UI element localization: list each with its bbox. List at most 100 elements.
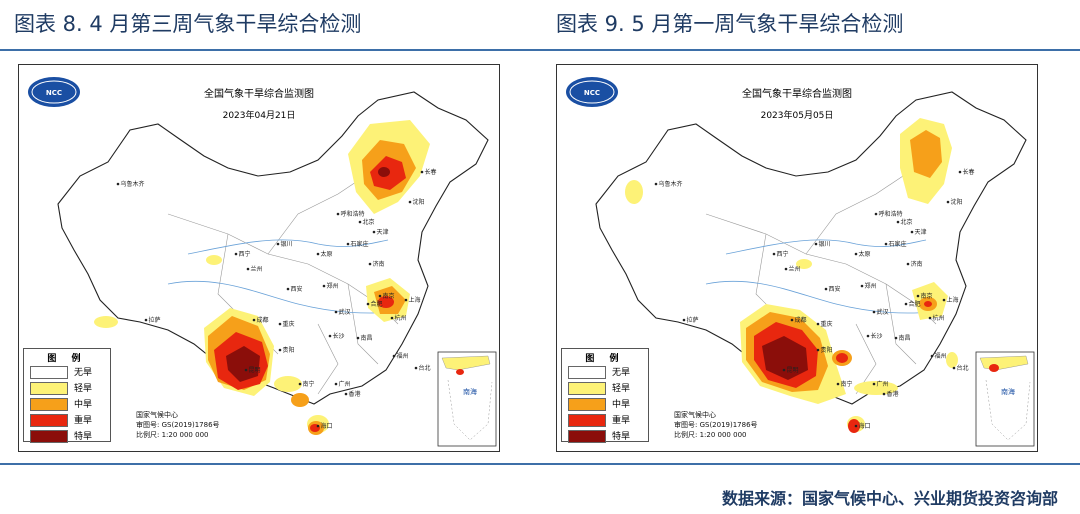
map-title: 全国气象干旱综合监测图 [204, 89, 314, 100]
city-label: 南宁 [303, 380, 315, 388]
legend-swatch [568, 398, 606, 411]
legend-rows: 无旱 轻旱 中旱 重旱 特旱 [562, 364, 648, 444]
legend-rows: 无旱轻旱中旱重旱特旱 [24, 364, 110, 444]
city-label: 郑州 [327, 282, 339, 290]
city-label: 南京 [921, 292, 933, 300]
legend-label: 重旱 [612, 416, 631, 426]
city-label: 郑州 [865, 282, 877, 290]
city-label: 广州 [339, 380, 351, 388]
top-divider [0, 49, 1080, 51]
source-note: 数据来源：国家气候中心、兴业期货投资咨询部 [721, 489, 1058, 508]
city-label: 南京 [383, 292, 395, 300]
legend-item: 重旱 [562, 412, 648, 428]
city-label: 福州 [935, 352, 947, 360]
map-credits: 国家气候中心 审图号: GS(2019)1786号 比例尺: 1:20 000 … [674, 410, 758, 440]
city-label: 台北 [957, 364, 969, 372]
drought-extreme [762, 336, 808, 380]
city-label: 西安 [291, 285, 303, 293]
city-label: 上海 [947, 296, 959, 304]
city-label: 济南 [911, 260, 923, 268]
city-label: 贵阳 [821, 346, 833, 354]
map-date: 2023年04月21日 [222, 111, 296, 121]
credit-org: 国家气候中心 [674, 411, 716, 419]
city-label: 长沙 [333, 332, 345, 340]
legend-item: 特旱 [562, 428, 648, 444]
drought-map-panel-2: NCC [556, 64, 1038, 452]
city-label: 上海 [409, 296, 421, 304]
city-label: 太原 [859, 250, 871, 258]
city-label: 石家庄 [889, 240, 907, 248]
legend-swatch [568, 366, 606, 379]
city-label: 呼和浩特 [341, 210, 365, 218]
city-label: 石家庄 [351, 240, 369, 248]
city-label: 拉萨 [687, 316, 699, 324]
city-label: 银川 [819, 240, 831, 248]
city-label: 长沙 [871, 332, 883, 340]
city-label: 西宁 [777, 250, 789, 258]
city-label: 兰州 [251, 265, 263, 273]
map-credits: 国家气候中心 审图号: GS(2019)1786号 比例尺: 1:20 000 … [136, 410, 220, 440]
ncc-logo: NCC [566, 77, 618, 107]
rivers [705, 239, 937, 314]
city-label: 拉萨 [149, 316, 161, 324]
city-label: 重庆 [821, 320, 833, 328]
legend-swatch [30, 430, 68, 443]
legend-swatch [30, 398, 68, 411]
logo-text: NCC [584, 89, 600, 97]
inset-label: 南海 [1001, 387, 1015, 396]
city-label: 台北 [419, 364, 431, 372]
city-label: 太原 [321, 250, 333, 258]
legend-title: 图 例 [585, 354, 625, 364]
city-label: 广州 [877, 380, 889, 388]
legend-item: 无旱 [562, 364, 648, 380]
city-label: 北京 [901, 218, 913, 226]
city-label: 合肥 [909, 300, 921, 308]
legend-item: 特旱 [24, 428, 110, 444]
legend-swatch [568, 430, 606, 443]
city-label: 天津 [915, 229, 927, 236]
figure-caption-1: 图表 8. 4 月第三周气象干旱综合检测 [14, 12, 362, 36]
city-label: 海口 [321, 422, 333, 430]
city-label: 武汉 [339, 308, 351, 316]
legend-label: 中旱 [74, 400, 93, 410]
city-label: 长春 [425, 168, 437, 176]
city-label: 杭州 [933, 314, 945, 322]
south-china-sea-inset: 南海 [975, 351, 1035, 447]
legend-swatch [568, 414, 606, 427]
city-label: 南昌 [361, 334, 373, 342]
inset-label: 南海 [463, 387, 477, 396]
credit-scale: 比例尺: 1:20 000 000 [674, 431, 747, 439]
city-label: 西安 [829, 285, 841, 293]
city-label: 乌鲁木齐 [121, 180, 145, 188]
legend-label: 特旱 [74, 432, 93, 442]
city-label: 沈阳 [413, 198, 425, 206]
city-label: 杭州 [395, 314, 407, 322]
legend-item: 中旱 [24, 396, 110, 412]
logo-text: NCC [46, 89, 62, 97]
rivers [167, 239, 399, 314]
city-label: 乌鲁木齐 [659, 180, 683, 188]
south-china-sea-inset: 南海 [437, 351, 497, 447]
city-label: 沈阳 [951, 198, 963, 206]
city-label: 贵阳 [283, 346, 295, 354]
city-markers [654, 170, 962, 428]
city-label: 天津 [377, 229, 389, 236]
city-label: 呼和浩特 [879, 210, 903, 218]
city-label: 银川 [281, 240, 293, 248]
drought-extreme [226, 167, 390, 382]
legend-label: 重旱 [74, 416, 93, 426]
city-label: 香港 [887, 390, 899, 398]
legend-label: 无旱 [74, 368, 93, 378]
city-label: 香港 [349, 390, 361, 398]
credit-org: 国家气候中心 [136, 411, 178, 419]
legend-label: 轻旱 [74, 384, 93, 394]
city-label: 昆明 [787, 367, 799, 374]
legend-item: 中旱 [562, 396, 648, 412]
legend-label: 中旱 [612, 400, 631, 410]
legend-item: 重旱 [24, 412, 110, 428]
legend-swatch [30, 366, 68, 379]
drought-map-2: NCC [556, 64, 1038, 452]
legend-item: 轻旱 [24, 380, 110, 396]
map-legend: 图 例 无旱 轻旱 中旱 重旱 特旱 [561, 348, 649, 444]
map-title: 全国气象干旱综合监测图 [742, 89, 852, 100]
